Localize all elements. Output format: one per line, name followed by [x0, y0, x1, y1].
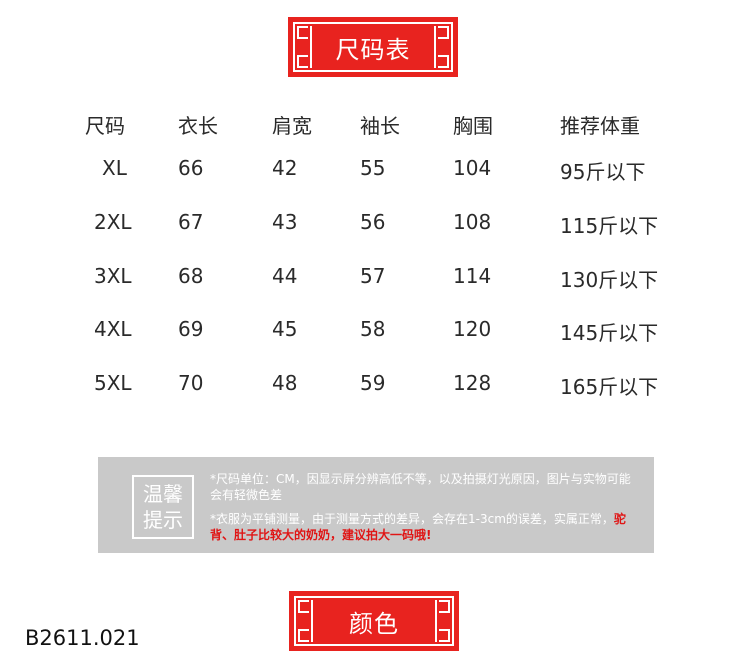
- column-header: 推荐体重: [560, 114, 640, 138]
- table-cell: 130斤以下: [560, 268, 659, 292]
- table-cell: 44: [272, 264, 298, 288]
- table-cell: 4XL: [94, 317, 132, 341]
- table-cell: 48: [272, 371, 298, 395]
- column-header: 胸围: [453, 114, 493, 138]
- table-cell: 2XL: [94, 210, 132, 234]
- column-header: 衣长: [178, 114, 218, 138]
- column-header: 肩宽: [272, 114, 312, 138]
- banner-frame: [293, 22, 453, 72]
- note-1: *尺码单位：CM，因显示屏分辨高低不等，以及拍摄灯光原因，图片与实物可能会有轻微…: [210, 472, 631, 502]
- table-cell: 55: [360, 156, 386, 180]
- banner-title: 尺码表: [335, 35, 411, 64]
- note-2-text: *衣服为平铺测量，由于测量方式的差异，会存在1-3cm的误差，实属正常，: [210, 512, 614, 526]
- tip-label-line1: 温馨: [143, 482, 183, 506]
- fret-corner-icon: [439, 629, 450, 642]
- table-cell: 45: [272, 317, 298, 341]
- color-banner: 颜色: [289, 591, 459, 651]
- table-cell: 43: [272, 210, 298, 234]
- table-cell: 5XL: [94, 371, 132, 395]
- table-cell: 57: [360, 264, 386, 288]
- table-cell: 42: [272, 156, 298, 180]
- table-cell: 108: [453, 210, 492, 234]
- table-cell: 165斤以下: [560, 375, 659, 399]
- table-cell: 58: [360, 317, 386, 341]
- product-code: B2611.021: [25, 626, 140, 650]
- fret-corner-icon: [439, 600, 450, 613]
- size-chart-banner: 尺码表: [288, 17, 458, 77]
- tip-label-line2: 提示: [143, 508, 183, 532]
- table-cell: 104: [453, 156, 492, 180]
- table-cell: 3XL: [94, 264, 132, 288]
- banner-title: 颜色: [349, 609, 399, 638]
- table-cell: 59: [360, 371, 386, 395]
- table-cell: 114: [453, 264, 492, 288]
- fret-corner-icon: [297, 26, 308, 39]
- table-cell: 115斤以下: [560, 214, 659, 238]
- note-2: *衣服为平铺测量，由于测量方式的差异，会存在1-3cm的误差，实属正常，驼背、肚…: [210, 511, 640, 543]
- notice-box: 温馨 提示 *尺码单位：CM，因显示屏分辨高低不等，以及拍摄灯光原因，图片与实物…: [98, 457, 654, 553]
- note-2-highlight: 驼背、肚子比较大的奶奶，建议拍大一码哦!: [210, 512, 626, 542]
- table-cell: 70: [178, 371, 204, 395]
- banner-frame: [294, 596, 454, 646]
- fret-corner-icon: [298, 600, 309, 613]
- fret-corner-icon: [297, 55, 308, 68]
- table-cell: 128: [453, 371, 492, 395]
- fret-corner-icon: [438, 55, 449, 68]
- fret-corner-icon: [438, 26, 449, 39]
- table-cell: 68: [178, 264, 204, 288]
- table-cell: 67: [178, 210, 204, 234]
- column-header: 袖长: [360, 114, 400, 138]
- tip-label-box: 温馨 提示: [132, 475, 194, 539]
- table-cell: 69: [178, 317, 204, 341]
- fret-corner-icon: [298, 629, 309, 642]
- table-cell: 95斤以下: [560, 160, 646, 184]
- table-cell: 120: [453, 317, 492, 341]
- column-header: 尺码: [85, 114, 125, 138]
- table-cell: 145斤以下: [560, 321, 659, 345]
- table-cell: 56: [360, 210, 386, 234]
- banner-inner-border: [311, 600, 437, 642]
- table-cell: XL: [102, 156, 127, 180]
- banner-inner-border: [310, 26, 436, 68]
- table-cell: 66: [178, 156, 204, 180]
